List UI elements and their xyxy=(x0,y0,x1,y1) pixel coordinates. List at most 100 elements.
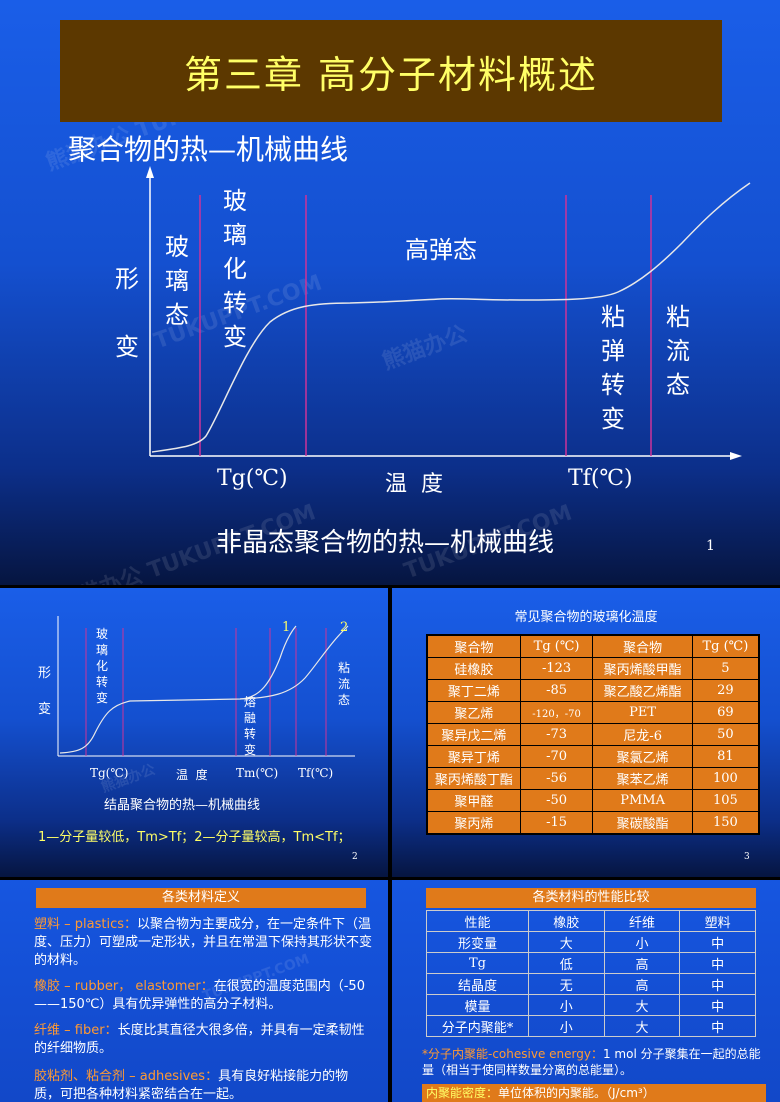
table-cell: 低 xyxy=(527,952,605,974)
cohesive-energy-density: 内聚能密度：单位体积的内聚能。（J/cm³） xyxy=(422,1084,766,1102)
x-label-tg: Tg(℃) xyxy=(217,466,288,491)
region-char: 玻 xyxy=(223,187,247,215)
curve-label-2: 2 xyxy=(340,620,349,635)
y-axis-char: 变 xyxy=(38,702,52,717)
table-cell: -120，-70 xyxy=(519,701,594,724)
deformation-curve xyxy=(151,182,751,453)
definition-text: 以聚合物为主要成分，在一定条件下（温度、压力）可塑成一定形状，并且在常温下保持其… xyxy=(34,917,373,968)
table-cell: 聚异丁烯 xyxy=(427,745,521,768)
x-label-tf: Tf(℃) xyxy=(298,766,334,780)
region-char: 转 xyxy=(223,289,247,317)
table-row: 聚丙烯酸丁酯 -56 聚苯乙烯 100 xyxy=(427,767,760,790)
comparison-table: 性能 橡胶 纤维 塑料 形变量大小中 Tg 低高中 结晶度无高中 模量小大中 分子… xyxy=(426,910,756,1037)
y-axis-char: 变 xyxy=(115,333,139,361)
region-char: 粘 xyxy=(601,303,625,331)
region-char: 流 xyxy=(666,337,690,365)
table-row: 聚丙烯 -15 聚碳酸酯 150 xyxy=(427,811,760,834)
definition-text: 具有良好粘接能力的物质，可把各种材料紧密结合在一起。 xyxy=(34,1069,349,1102)
footnote-cohesive-energy: *分子内聚能-cohesive energy：1 mol 分子聚集在一起的总能量… xyxy=(422,1046,772,1078)
x-label-tm: Tm(℃) xyxy=(236,766,279,780)
table-cell: 聚氯乙烯 xyxy=(592,745,693,768)
table-row: 硅橡胶 -123 聚丙烯酸甲酯 5 xyxy=(427,657,760,680)
table-cell: 中 xyxy=(679,931,756,953)
table-cell: 模量 xyxy=(426,994,529,1016)
table-header: 聚合物 xyxy=(427,635,521,658)
subtitle: 聚合物的热—机械曲线 xyxy=(68,133,349,166)
curve-label-1: 1 xyxy=(282,620,291,635)
label-char: 态 xyxy=(338,693,351,707)
region-char: 变 xyxy=(223,323,247,351)
tg-table: 聚合物 Tg (℃) 聚合物 Tg (℃) 硅橡胶 -123 聚丙烯酸甲酯 5 聚丁二… xyxy=(426,634,760,835)
table-row: 模量小大中 xyxy=(426,994,756,1016)
table-header: Tg (℃) xyxy=(519,635,594,658)
table-header-row: 性能 橡胶 纤维 塑料 xyxy=(426,910,756,932)
table-cell: 硅橡胶 xyxy=(427,657,521,680)
table-cell: 大 xyxy=(603,1015,681,1037)
label-char: 转 xyxy=(96,675,109,689)
x-label-temperature: 温 度 xyxy=(176,768,208,782)
table-header: 聚合物 xyxy=(592,635,693,658)
x-label-tf: Tf(℃) xyxy=(568,466,633,491)
label-char: 变 xyxy=(244,743,257,757)
caption: 结晶聚合物的热—机械曲线 xyxy=(104,798,261,813)
table-cell: 聚甲醛 xyxy=(427,789,521,812)
table-header: 性能 xyxy=(426,910,529,932)
page-number: 2 xyxy=(352,852,358,862)
table-title: 常见聚合物的玻璃化温度 xyxy=(514,610,658,625)
y-axis-arrow xyxy=(146,166,154,178)
table-cell: 聚丙烯 xyxy=(427,811,521,834)
table-cell: 105 xyxy=(691,789,760,812)
table-row: 聚异丁烯 -70 聚氯乙烯 81 xyxy=(427,745,760,768)
table-cell: 中 xyxy=(679,1015,756,1037)
table-cell: 聚丙烯酸丁酯 xyxy=(427,767,521,790)
x-axis-arrow xyxy=(730,452,742,460)
slide-1: 熊猫办公 TUKUPPT TUKUPPT.COM 熊猫办公 熊猫办公 TUKUP… xyxy=(0,0,780,585)
region-label: 高弹态 xyxy=(405,236,477,264)
definition-plastics: 塑料 – plastics：以聚合物为主要成分，在一定条件下（温度、压力）可塑成… xyxy=(34,916,374,970)
caption: 非晶态聚合物的热—机械曲线 xyxy=(216,528,555,558)
term: 橡胶 – rubber， elastomer： xyxy=(34,979,214,994)
section-title: 各类材料的性能比较 xyxy=(426,888,756,908)
page-number: 3 xyxy=(744,852,750,862)
table-header: 塑料 xyxy=(679,910,756,932)
table-cell: Tg xyxy=(426,952,529,974)
table-cell: 聚异戊二烯 xyxy=(427,723,521,746)
table-cell: 小 xyxy=(603,931,681,953)
table-cell: 聚乙酸乙烯酯 xyxy=(592,679,693,702)
table-cell: 150 xyxy=(691,811,760,834)
table-cell: -70 xyxy=(519,745,594,768)
footnote-text: 1 mol 分子聚集在一起的总能量（相当于使同样数量分离的总能量）。 xyxy=(422,1047,761,1077)
table-cell: 聚丁二烯 xyxy=(427,679,521,702)
table-header-row: 聚合物 Tg (℃) 聚合物 Tg (℃) xyxy=(427,635,760,658)
note: 1—分子量较低，Tm>Tf；2—分子量较高，Tm<Tf； xyxy=(38,830,351,845)
slide-5: 各类材料的性能比较 性能 橡胶 纤维 塑料 形变量大小中 Tg 低高中 结晶度无高… xyxy=(392,880,780,1102)
table-row: 聚异戊二烯 -73 尼龙-6 50 xyxy=(427,723,760,746)
table-header: 橡胶 xyxy=(527,910,605,932)
table-row: 结晶度无高中 xyxy=(426,973,756,995)
slide-3: 熊猫办公 常见聚合物的玻璃化温度 聚合物 Tg (℃) 聚合物 Tg (℃) 硅… xyxy=(392,588,780,877)
table-cell: 高 xyxy=(603,952,681,974)
table-cell: PET xyxy=(592,701,693,724)
table-cell: -85 xyxy=(519,679,594,702)
table-cell: 小 xyxy=(527,994,605,1016)
table-cell: 中 xyxy=(679,994,756,1016)
page-number: 1 xyxy=(706,538,715,554)
curve-2 xyxy=(239,625,349,700)
table-cell: 81 xyxy=(691,745,760,768)
table-cell: 69 xyxy=(691,701,760,724)
table-cell: 100 xyxy=(691,767,760,790)
term: *分子内聚能-cohesive energy： xyxy=(422,1047,603,1061)
label-char: 璃 xyxy=(96,643,109,657)
slide-4: TUKUPPT.COM 各类材料定义 塑料 – plastics：以聚合物为主要… xyxy=(0,880,388,1102)
table-cell: 形变量 xyxy=(426,931,529,953)
region-char: 璃 xyxy=(165,267,189,295)
label-char: 熔 xyxy=(244,695,257,709)
crystalline-thermo-curve xyxy=(57,616,355,757)
table-row: 聚甲醛 -50 PMMA 105 xyxy=(427,789,760,812)
table-cell: 分子内聚能* xyxy=(426,1015,529,1037)
table-cell: 聚丙烯酸甲酯 xyxy=(592,657,693,680)
y-axis-char: 形 xyxy=(38,666,52,681)
title-bar: 第三章 高分子材料概述 xyxy=(60,20,722,122)
region-char: 粘 xyxy=(666,303,690,331)
table-cell: 大 xyxy=(527,931,605,953)
